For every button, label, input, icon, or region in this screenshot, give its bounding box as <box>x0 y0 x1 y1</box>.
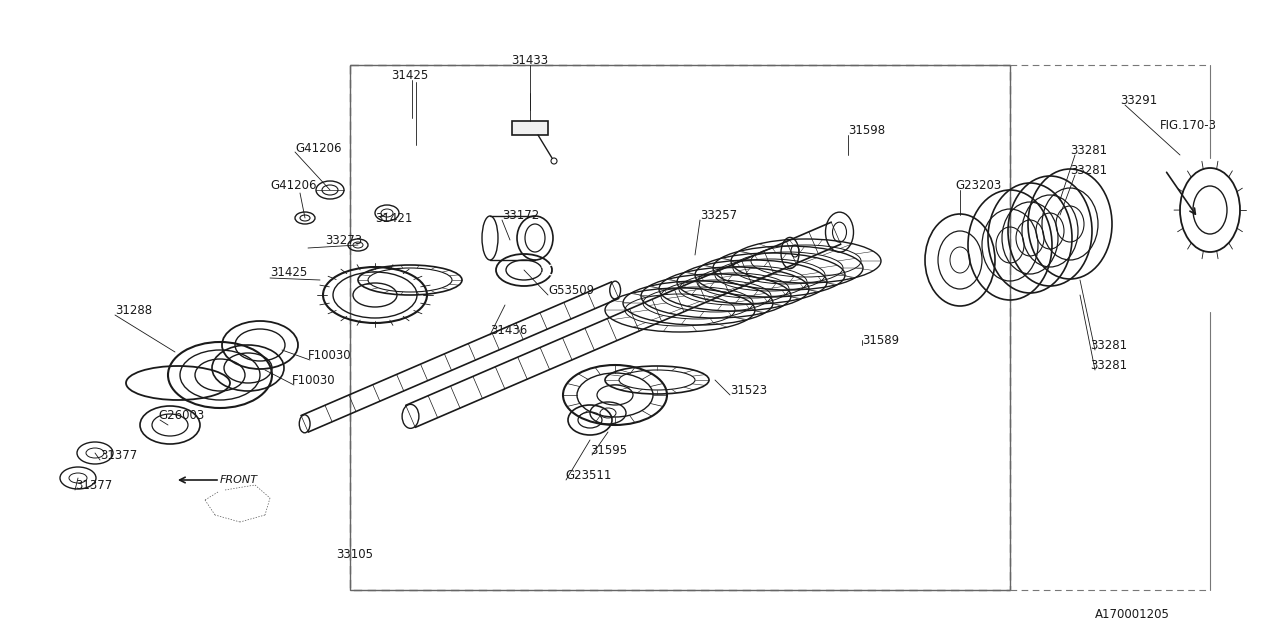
Text: 31523: 31523 <box>730 383 767 397</box>
Text: 33281: 33281 <box>1091 358 1128 371</box>
Text: 33281: 33281 <box>1070 143 1107 157</box>
Text: F10030: F10030 <box>308 349 352 362</box>
Text: G53509: G53509 <box>548 284 594 296</box>
Text: 31436: 31436 <box>490 323 527 337</box>
Text: G23203: G23203 <box>955 179 1001 191</box>
Text: 31377: 31377 <box>76 479 113 492</box>
Text: G41206: G41206 <box>294 141 342 154</box>
Text: 33257: 33257 <box>700 209 737 221</box>
Bar <box>349 65 1010 590</box>
Text: F10030: F10030 <box>292 374 335 387</box>
Text: 31433: 31433 <box>512 54 549 67</box>
Text: 31421: 31421 <box>375 211 412 225</box>
Text: 33291: 33291 <box>1120 93 1157 106</box>
Text: 33281: 33281 <box>1091 339 1128 351</box>
Text: G26003: G26003 <box>157 408 205 422</box>
Text: 33281: 33281 <box>1070 163 1107 177</box>
Text: 31288: 31288 <box>115 303 152 317</box>
Text: FRONT: FRONT <box>220 475 259 485</box>
Text: FIG.170-3: FIG.170-3 <box>1160 118 1217 131</box>
Text: 31425: 31425 <box>270 266 307 278</box>
Text: 33273: 33273 <box>325 234 362 246</box>
Text: 31377: 31377 <box>100 449 137 461</box>
Text: 31598: 31598 <box>849 124 886 136</box>
Text: 33105: 33105 <box>337 548 374 561</box>
Text: 33172: 33172 <box>502 209 539 221</box>
Text: 31595: 31595 <box>590 444 627 456</box>
Text: 31425: 31425 <box>392 68 429 81</box>
Bar <box>349 65 1010 590</box>
Text: A170001205: A170001205 <box>1096 609 1170 621</box>
Text: G23511: G23511 <box>564 468 612 481</box>
Text: G41206: G41206 <box>270 179 316 191</box>
Bar <box>512 121 548 135</box>
Text: 31589: 31589 <box>861 333 899 346</box>
